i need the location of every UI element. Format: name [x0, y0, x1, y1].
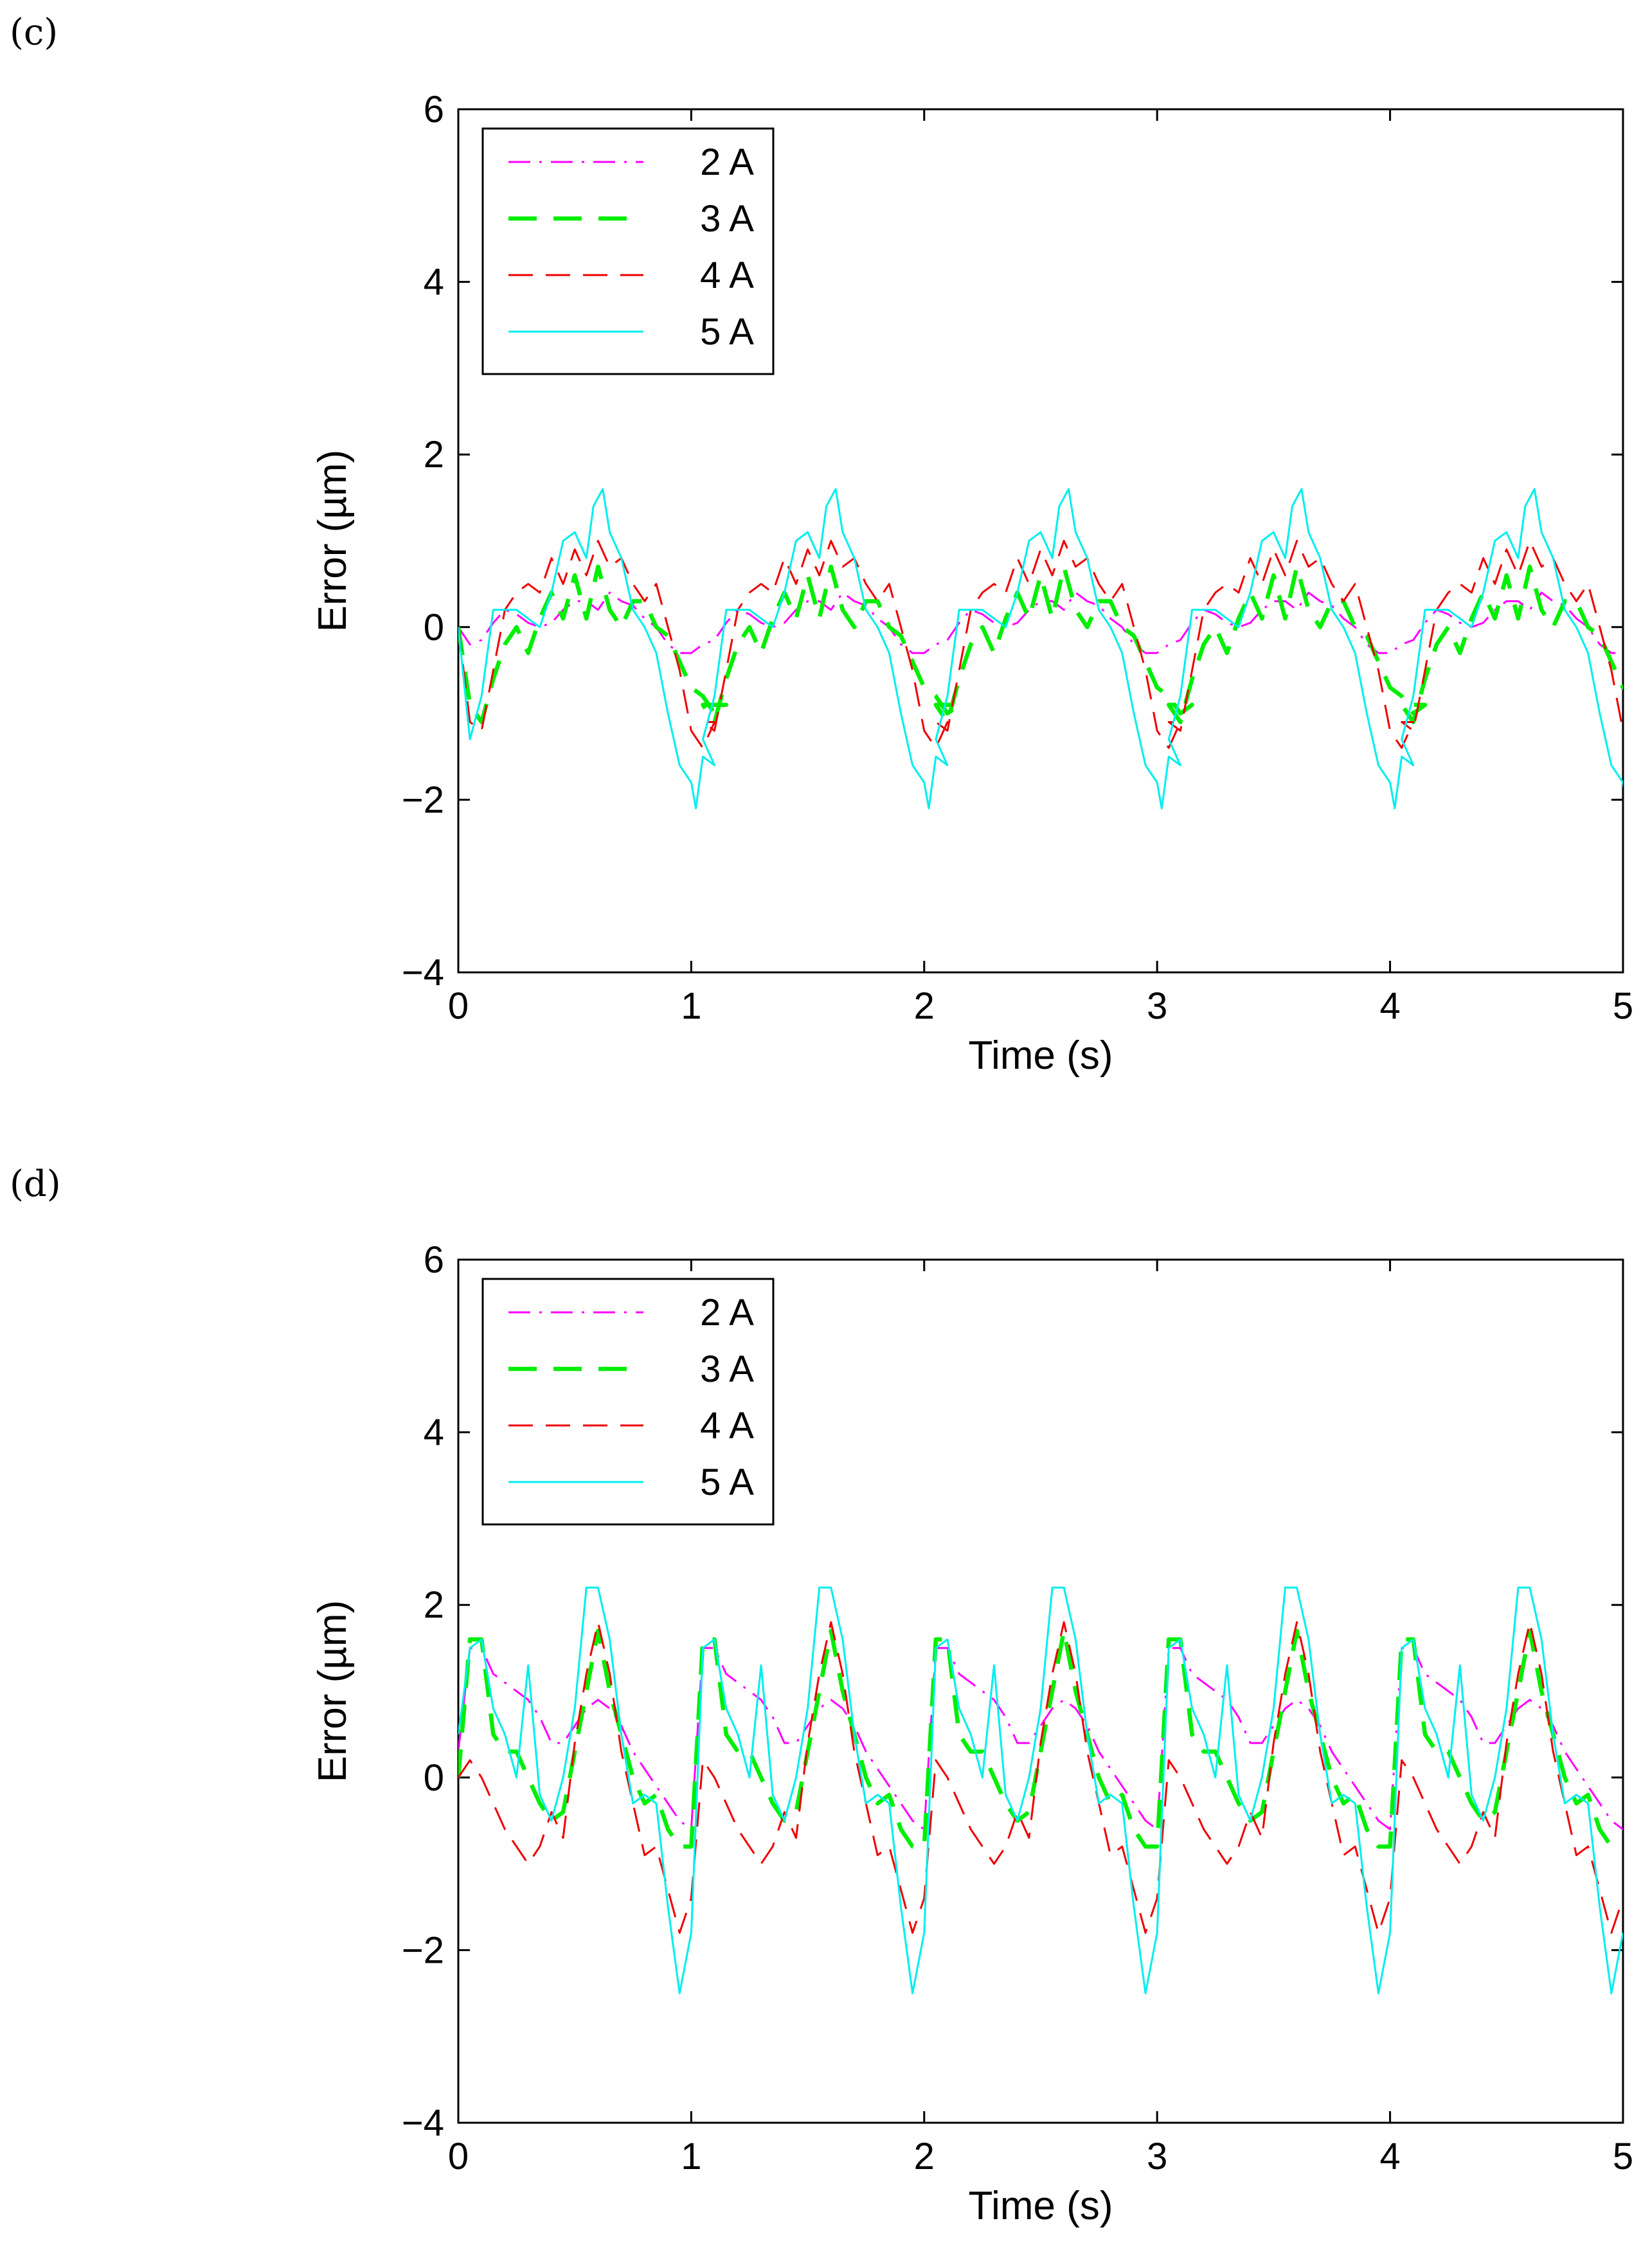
x-tick-label: 1: [681, 985, 701, 1027]
y-tick-label: 2: [424, 1584, 444, 1626]
chart-c: 0 1 2 3 4 5 −4 −2 0 2 4 6 Time (s) Error (µm) 2 A 3 A 4 …: [310, 89, 1633, 1078]
legend-label: 3 A: [700, 198, 754, 240]
x-tick-label: 5: [1613, 2136, 1633, 2177]
series-line-2a: [458, 591, 1623, 654]
legend-box: [481, 1278, 775, 1526]
series-line-3a: [458, 1629, 1623, 1849]
legend-label: 4 A: [700, 254, 754, 296]
series-line-2a: [458, 1647, 1623, 1830]
x-axis-label: Time (s): [969, 2184, 1113, 2228]
legend-label: 4 A: [700, 1405, 754, 1447]
x-tick-label: 1: [681, 2136, 701, 2177]
panel-label-c: (c): [10, 12, 58, 53]
y-tick-label: −2: [402, 779, 444, 821]
x-tick-label: 5: [1613, 985, 1633, 1027]
series-line-5a: [458, 488, 1623, 810]
series-line-5a: [458, 1586, 1623, 1995]
y-axis-label: Error (µm): [310, 450, 355, 632]
plot-frame: [457, 108, 1624, 974]
y-tick-label: 4: [424, 262, 444, 303]
y-tick-label: 2: [424, 434, 444, 476]
legend-box: [481, 127, 775, 375]
series-group: [458, 1586, 1623, 1995]
x-tick-label: 2: [914, 985, 935, 1027]
legend-label: 5 A: [700, 311, 754, 353]
x-tick-label: 2: [914, 2136, 935, 2177]
series-line-4a: [458, 1621, 1623, 1934]
y-axis-label: Error (µm): [310, 1600, 355, 1783]
legend-label: 2 A: [700, 1292, 754, 1334]
plot-frame: [457, 1258, 1624, 2124]
series-group: [458, 488, 1623, 810]
legend-label: 5 A: [700, 1461, 754, 1503]
x-tick-label: 4: [1379, 2136, 1400, 2177]
legend-label: 3 A: [700, 1348, 754, 1390]
series-line-3a: [458, 564, 1623, 724]
chart-d: 0 1 2 3 4 5 −4 −2 0 2 4 6 Time (s) Error (µm) 2 A 3 A 4 …: [310, 1239, 1633, 2228]
x-tick-label: 3: [1147, 985, 1167, 1027]
x-tick-label: 3: [1147, 2136, 1167, 2177]
y-tick-label: 0: [424, 1757, 444, 1799]
series-line-4a: [458, 540, 1623, 749]
y-tick-label: 4: [424, 1412, 444, 1454]
y-tick-label: 6: [424, 1239, 444, 1281]
x-tick-label: 0: [448, 985, 469, 1027]
y-tick-label: 6: [424, 89, 444, 130]
y-tick-label: −4: [402, 2102, 444, 2144]
y-tick-label: −4: [402, 952, 444, 994]
y-tick-label: 0: [424, 607, 444, 648]
x-axis-label: Time (s): [969, 1033, 1113, 1078]
x-tick-label: 4: [1379, 985, 1400, 1027]
x-tick-label: 0: [448, 2136, 469, 2177]
y-tick-label: −2: [402, 1929, 444, 1971]
panel-label-d: (d): [10, 1163, 61, 1205]
legend-label: 2 A: [700, 141, 754, 183]
